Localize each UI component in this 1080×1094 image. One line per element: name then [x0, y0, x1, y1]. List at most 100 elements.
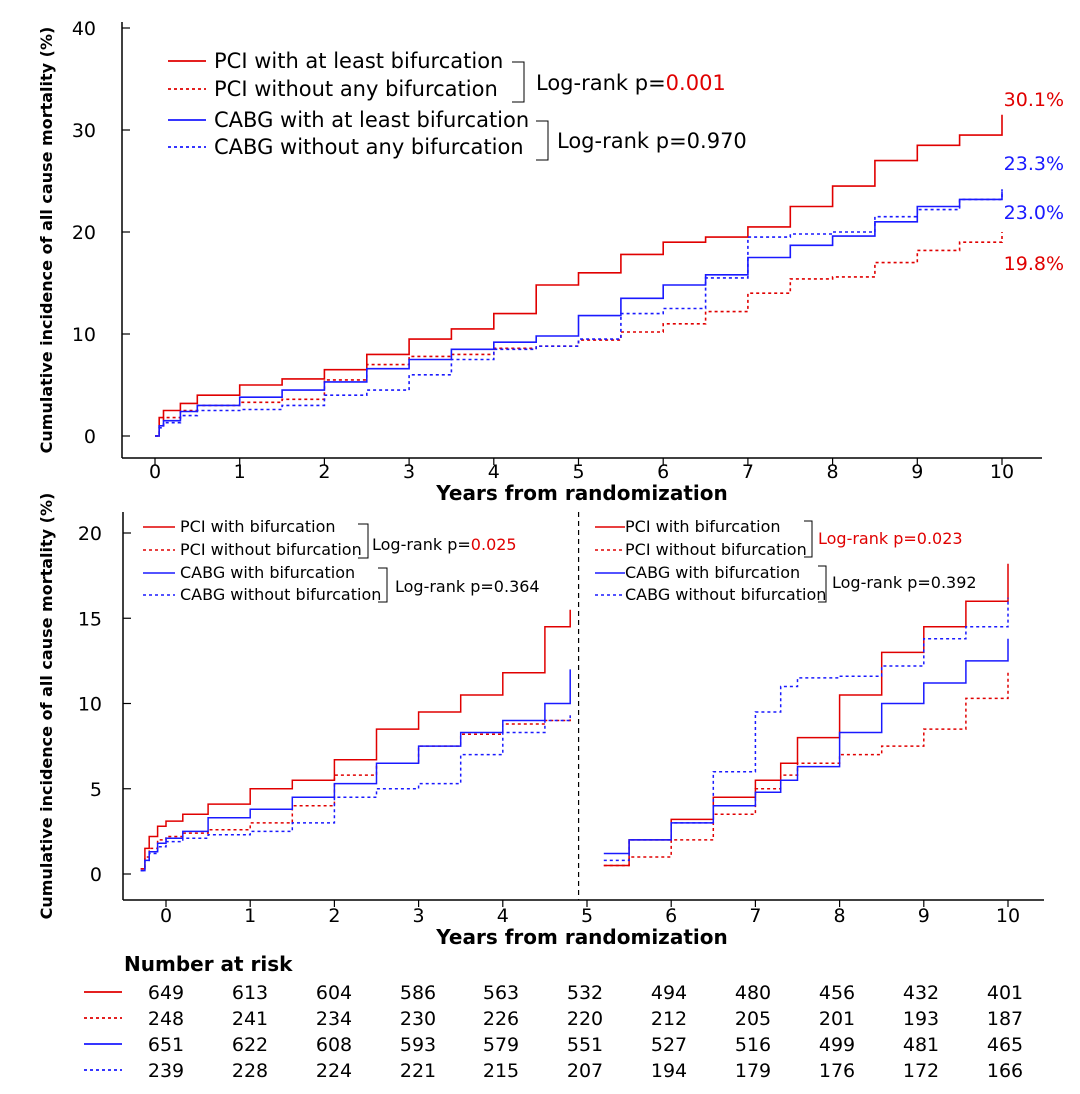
x-tick-label: 8: [834, 905, 846, 927]
legend-label: PCI without bifurcation: [180, 540, 362, 559]
x-tick-label: 0: [160, 905, 172, 927]
risk-cell: 551: [567, 1034, 603, 1056]
y-tick-label: 0: [84, 426, 96, 448]
risk-cell: 432: [903, 982, 939, 1004]
y-tick-label: 20: [72, 222, 96, 244]
x-tick-label: 5: [572, 461, 584, 483]
risk-cell: 179: [735, 1060, 771, 1082]
risk-cell: 212: [651, 1008, 687, 1030]
legend-label: PCI with bifurcation: [180, 517, 336, 536]
risk-cell: 579: [483, 1034, 519, 1056]
logrank-value: 0.025: [471, 535, 517, 554]
x-tick-label: 2: [318, 461, 330, 483]
risk-cell: 226: [483, 1008, 519, 1030]
y-tick-label: 0: [90, 864, 102, 886]
risk-cell: 481: [903, 1034, 939, 1056]
legend-label: CABG without any bifurcation: [214, 135, 524, 159]
x-tick-label: 5: [581, 905, 593, 927]
y-axis-title: Cumulative incidence of all cause mortal…: [37, 493, 56, 920]
legend-label: PCI with bifurcation: [625, 517, 781, 536]
x-tick-label: 10: [990, 461, 1014, 483]
risk-cell: 172: [903, 1060, 939, 1082]
y-tick-label: 20: [78, 523, 102, 545]
x-axis-title: Years from randomization: [435, 925, 727, 949]
legend-bracket: [378, 567, 388, 603]
logrank-pci-left: Log-rank p=0.025: [372, 535, 517, 554]
x-tick-label: 3: [403, 461, 415, 483]
risk-cell: 622: [232, 1034, 268, 1056]
logrank-cabg-right: Log-rank p=0.392: [832, 573, 977, 592]
series-line: [140, 609, 571, 870]
risk-cell: 187: [987, 1008, 1023, 1030]
x-tick-label: 6: [657, 461, 669, 483]
x-tick-label: 7: [749, 905, 761, 927]
legend-label: CABG without bifurcation: [180, 585, 381, 604]
x-tick-label: 9: [918, 905, 930, 927]
risk-cell: 456: [819, 982, 855, 1004]
logrank-value: 0.970: [687, 129, 747, 153]
legend-label: PCI with at least bifurcation: [214, 49, 503, 73]
risk-cell: 586: [400, 982, 436, 1004]
risk-cell: 593: [400, 1034, 436, 1056]
logrank-value: 0.001: [666, 71, 726, 95]
number-at-risk-table: Number at risk 649 613 604 586 563 532 494 480 45…: [84, 952, 1023, 1082]
risk-cell: 215: [483, 1060, 519, 1082]
legend-label: CABG without bifurcation: [625, 585, 826, 604]
x-tick-label: 2: [328, 905, 340, 927]
legend-bracket: [512, 61, 525, 103]
risk-cell: 401: [987, 982, 1023, 1004]
y-tick-label: 5: [90, 779, 102, 801]
risk-cell: 516: [735, 1034, 771, 1056]
risk-cell: 563: [483, 982, 519, 1004]
x-tick-label: 1: [244, 905, 256, 927]
y-tick-label: 10: [72, 324, 96, 346]
x-tick-label: 10: [996, 905, 1020, 927]
bottom-chart: 0 5 10 15 20 0 1 2 3 4 5 6 7 8 9 10 Years from randomiza…: [37, 493, 1044, 949]
logrank-pci-right: Log-rank p=0.023: [818, 529, 963, 548]
series-line: [603, 672, 1009, 867]
risk-cell: 201: [819, 1008, 855, 1030]
risk-cell: 604: [316, 982, 352, 1004]
series-line: [603, 597, 1009, 862]
legend-label: PCI without bifurcation: [625, 540, 807, 559]
risk-cell: 613: [232, 982, 268, 1004]
y-tick-label: 30: [72, 120, 96, 142]
risk-cell: 176: [819, 1060, 855, 1082]
x-tick-label: 7: [742, 461, 754, 483]
risk-cell: 194: [651, 1060, 687, 1082]
legend-bracket: [818, 565, 827, 603]
x-tick-label: 0: [149, 461, 161, 483]
risk-cell: 494: [651, 982, 687, 1004]
logrank-cabg: Log-rank p=0.970: [557, 129, 747, 153]
x-axis-title: Years from randomization: [435, 481, 727, 505]
legend-label: CABG with at least bifurcation: [214, 108, 529, 132]
risk-table-title: Number at risk: [124, 952, 293, 976]
series-line: [140, 715, 571, 870]
legend-bracket: [358, 523, 369, 559]
end-value-label: 23.0%: [1004, 202, 1064, 224]
risk-cell: 230: [400, 1008, 436, 1030]
series-line: [603, 638, 1009, 855]
risk-cell: 221: [400, 1060, 436, 1082]
risk-cell: 239: [148, 1060, 184, 1082]
series-line: [155, 189, 1003, 437]
risk-cell: 234: [316, 1008, 352, 1030]
series-line: [155, 191, 1003, 437]
legend-label: CABG with bifurcation: [180, 563, 355, 582]
legend-bracket: [536, 120, 549, 161]
legend-bracket: [804, 520, 813, 558]
risk-cell: 651: [148, 1034, 184, 1056]
series-line: [155, 114, 1003, 437]
y-tick-label: 15: [78, 608, 102, 630]
logrank-pci: Log-rank p=0.001: [536, 71, 726, 95]
risk-cell: 220: [567, 1008, 603, 1030]
series-line: [140, 715, 571, 872]
risk-cell: 166: [987, 1060, 1023, 1082]
logrank-prefix: Log-rank p=: [536, 71, 666, 95]
top-chart: 0 10 20 30 40 0 1 2 3 4 5 6 7 8 9 10 Years from randomiz…: [37, 18, 1064, 505]
risk-cell: 465: [987, 1034, 1023, 1056]
x-tick-label: 9: [911, 461, 923, 483]
risk-cell: 480: [735, 982, 771, 1004]
risk-cell: 532: [567, 982, 603, 1004]
x-tick-label: 1: [234, 461, 246, 483]
